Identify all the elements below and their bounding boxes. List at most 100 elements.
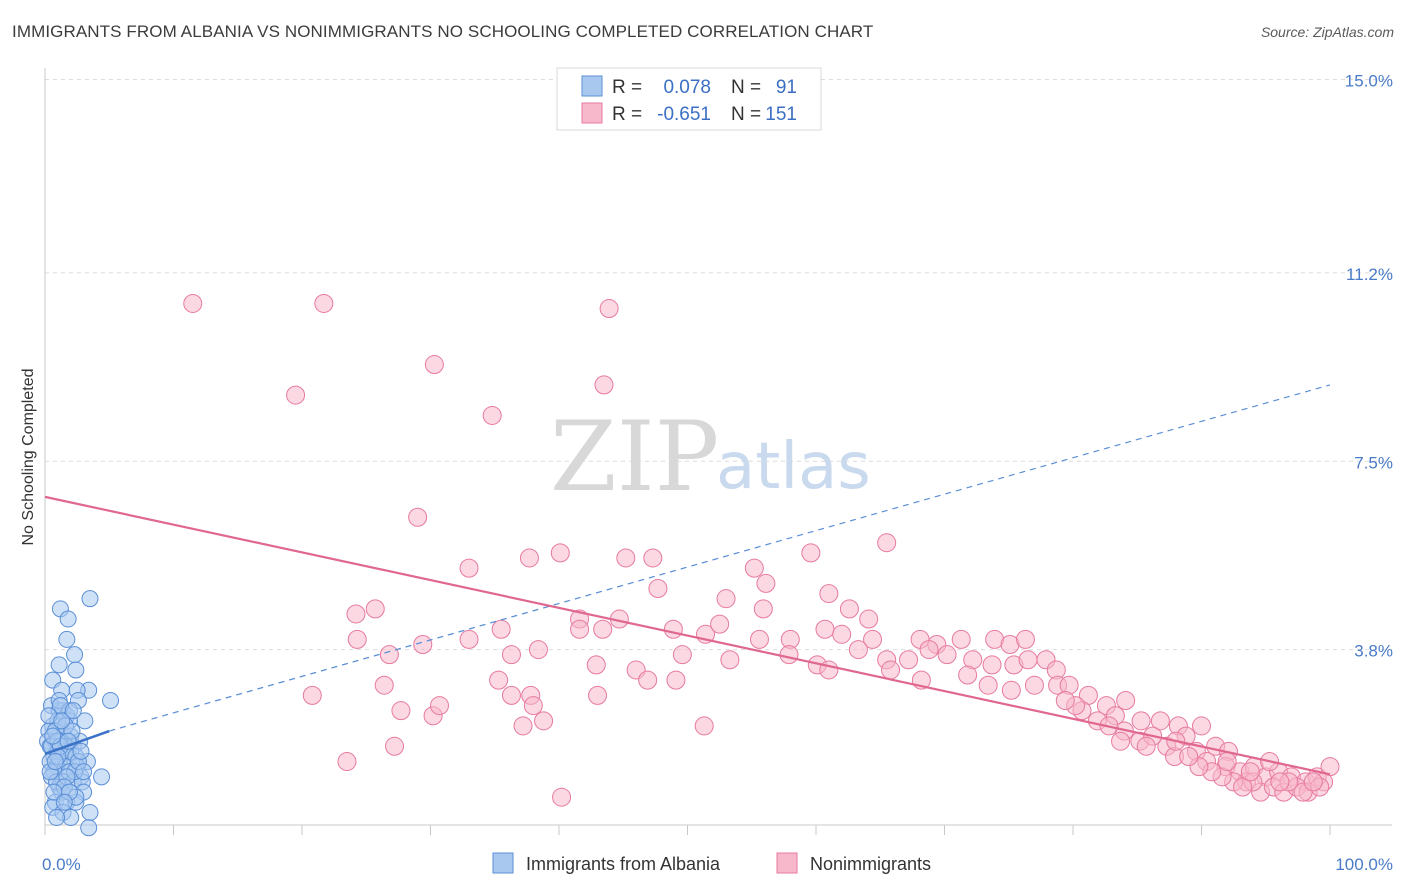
data-point xyxy=(459,629,479,649)
y-tick-label: 15.0% xyxy=(1345,72,1393,91)
data-point xyxy=(599,299,619,319)
data-point xyxy=(534,711,554,731)
data-point xyxy=(779,645,799,665)
data-point xyxy=(978,675,998,695)
legend-r-label-albania: R = xyxy=(612,77,642,98)
data-point xyxy=(550,543,570,563)
x-tick-label: 100.0% xyxy=(1335,855,1393,874)
data-point xyxy=(1150,711,1170,731)
legend-n-value-nonimmigrants: 151 xyxy=(765,104,797,125)
data-point xyxy=(1179,746,1199,766)
axes xyxy=(44,68,1392,835)
data-point xyxy=(183,293,203,313)
data-point xyxy=(102,691,120,709)
data-point xyxy=(66,646,84,664)
data-point xyxy=(815,619,835,639)
trend-line-albania-dashed xyxy=(109,384,1331,732)
y-tick-label: 11.2% xyxy=(1346,265,1393,284)
data-point xyxy=(832,624,852,644)
data-point xyxy=(48,809,66,827)
data-point xyxy=(501,685,521,705)
data-point xyxy=(951,629,971,649)
data-point xyxy=(1131,711,1151,731)
data-point xyxy=(67,661,85,679)
y-axis-title: No Schooling Completed xyxy=(20,369,37,546)
series-legend: Immigrants from Albania Nonimmigrants xyxy=(492,852,931,874)
data-point xyxy=(594,375,614,395)
data-point xyxy=(877,533,897,553)
legend-n-label-nonimmigrants: N = xyxy=(731,104,761,125)
series-nonimmigrants-points xyxy=(183,293,1340,807)
data-point xyxy=(899,650,919,670)
data-point xyxy=(1015,629,1035,649)
data-point xyxy=(58,630,76,648)
legend-n-label-albania: N = xyxy=(731,77,761,98)
data-point xyxy=(55,793,73,811)
legend-r-value-albania: 0.078 xyxy=(663,77,711,98)
data-point xyxy=(919,640,939,660)
data-point xyxy=(59,610,77,628)
data-point xyxy=(80,819,98,837)
data-point xyxy=(937,645,957,665)
legend-swatch-nonimmigrants xyxy=(581,102,603,124)
data-point xyxy=(1233,777,1253,797)
data-point xyxy=(1024,675,1044,695)
trend-lines xyxy=(44,384,1331,776)
data-point xyxy=(552,787,572,807)
data-point xyxy=(1116,690,1136,710)
data-point xyxy=(801,543,821,563)
data-point xyxy=(46,753,64,771)
data-point xyxy=(489,670,509,690)
data-point xyxy=(286,385,306,405)
chart-title: IMMIGRANTS FROM ALBANIA VS NONIMMIGRANTS… xyxy=(12,22,874,41)
data-point xyxy=(482,405,502,425)
bottom-legend-label-albania: Immigrants from Albania xyxy=(526,854,721,874)
trend-line-nonimmigrants xyxy=(44,495,1331,776)
data-point xyxy=(720,650,740,670)
source-label: Source: ZipAtlas.com xyxy=(1260,24,1394,40)
data-point xyxy=(72,742,90,760)
data-point xyxy=(753,599,773,619)
bottom-legend-swatch-albania xyxy=(492,852,514,874)
data-point xyxy=(756,573,776,593)
data-point xyxy=(1192,716,1211,736)
watermark-zip: ZIP xyxy=(550,401,719,513)
grid xyxy=(45,79,1392,651)
data-point xyxy=(593,619,613,639)
bottom-legend-label-nonimmigrants: Nonimmigrants xyxy=(810,854,931,874)
data-point xyxy=(863,629,883,649)
data-point xyxy=(1217,752,1237,772)
data-point xyxy=(365,599,385,619)
legend-swatch-albania xyxy=(581,75,603,97)
data-point xyxy=(586,655,606,675)
data-point xyxy=(982,655,1002,675)
data-point xyxy=(374,675,394,695)
data-point xyxy=(616,548,636,568)
data-point xyxy=(1270,772,1290,792)
legend-r-label-nonimmigrants: R = xyxy=(612,104,642,125)
y-tick-label: 3.8% xyxy=(1354,642,1393,661)
data-point xyxy=(710,614,730,634)
data-point xyxy=(53,712,71,730)
tick-labels: 3.8% 7.5% 11.2% 15.0% 0.0% 100.0% xyxy=(42,72,1393,875)
data-point xyxy=(337,752,357,772)
data-point xyxy=(513,716,533,736)
data-point xyxy=(1111,731,1131,751)
data-point xyxy=(643,548,663,568)
data-point xyxy=(64,702,82,720)
bottom-legend-swatch-nonimmigrants xyxy=(776,852,798,874)
data-point xyxy=(413,634,433,654)
legend-r-value-nonimmigrants: -0.651 xyxy=(657,104,711,125)
data-point xyxy=(408,507,428,527)
legend-n-value-albania: 91 xyxy=(776,77,797,98)
data-point xyxy=(666,670,686,690)
data-point xyxy=(491,619,511,639)
data-point xyxy=(819,584,839,604)
data-point xyxy=(81,590,99,608)
data-point xyxy=(1136,736,1156,756)
data-point xyxy=(672,645,692,665)
data-point xyxy=(379,645,399,665)
data-point xyxy=(839,599,859,619)
data-point xyxy=(501,645,521,665)
